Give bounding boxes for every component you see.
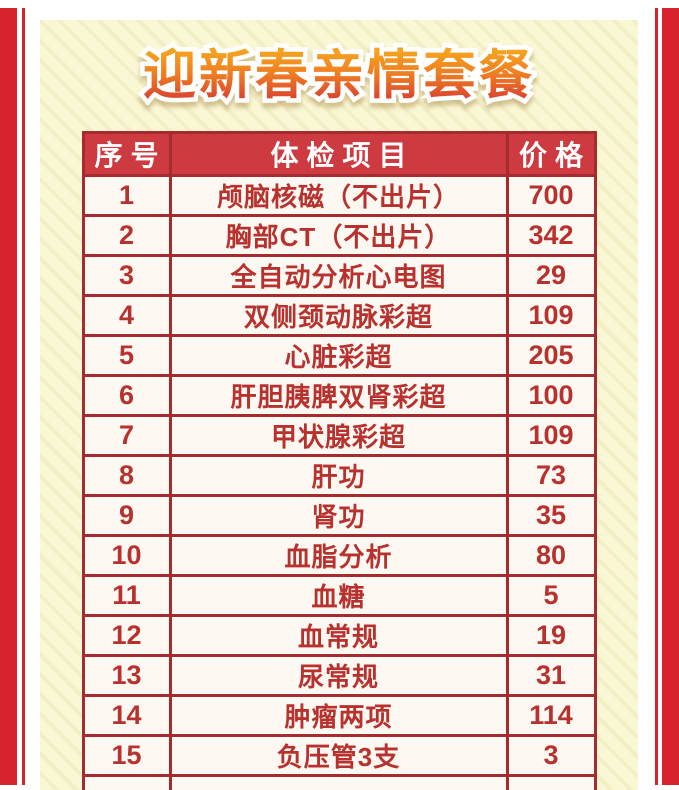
table-row: 12 血常规 19 — [81, 613, 597, 657]
table-header-row: 序号 体检项目 价格 — [81, 130, 597, 177]
row-number: 3 — [81, 253, 172, 297]
row-number: 5 — [81, 333, 172, 377]
row-price — [505, 773, 597, 790]
row-number: 4 — [81, 293, 172, 337]
row-item: 肝胆胰脾双肾彩超 — [168, 373, 509, 417]
row-number: 14 — [81, 693, 172, 737]
row-item: 双侧颈动脉彩超 — [168, 293, 509, 337]
table-row: 8 肝功 73 — [81, 453, 597, 497]
row-price: 205 — [505, 333, 597, 377]
row-number: 11 — [81, 573, 172, 617]
page-title-outline: 迎新春亲情套餐 — [139, 42, 537, 110]
row-number: 7 — [81, 413, 172, 457]
row-item: 全自动分析心电图 — [168, 253, 509, 297]
row-number — [81, 773, 172, 790]
row-number: 12 — [81, 613, 172, 657]
row-item: 血糖 — [168, 573, 509, 617]
row-number: 13 — [81, 653, 172, 697]
row-number: 15 — [81, 733, 172, 777]
striped-panel: 迎新春亲情套餐 迎新春亲情套餐 序号 体检项目 价格 1 颅脑核磁（不出片） — [40, 20, 638, 790]
row-price: 80 — [505, 533, 597, 577]
right-red-line — [655, 8, 658, 785]
column-header-no: 序号 — [81, 130, 172, 177]
right-red-bar — [662, 8, 679, 785]
column-header-item: 体检项目 — [168, 130, 509, 177]
page-title-text: 迎新春亲情套餐 — [143, 46, 535, 105]
row-item: 肿瘤两项 — [168, 693, 509, 737]
row-number: 9 — [81, 493, 172, 537]
row-number: 6 — [81, 373, 172, 417]
row-item: 心脏彩超 — [168, 333, 509, 377]
table-body: 1 颅脑核磁（不出片） 700 2 胸部CT（不出片） 342 3 全自动分析心… — [81, 173, 597, 790]
row-price: 342 — [505, 213, 597, 257]
row-price: 700 — [505, 173, 597, 217]
row-price: 3 — [505, 733, 597, 777]
table-row: 9 肾功 35 — [81, 493, 597, 537]
table-row: 11 血糖 5 — [81, 573, 597, 617]
row-price: 35 — [505, 493, 597, 537]
row-number: 10 — [81, 533, 172, 577]
table-row: 5 心脏彩超 205 — [81, 333, 597, 377]
row-price: 100 — [505, 373, 597, 417]
row-item — [168, 773, 509, 790]
row-item: 肾功 — [168, 493, 509, 537]
row-item: 肝功 — [168, 453, 509, 497]
left-red-bar — [0, 8, 17, 785]
table-row: 10 血脂分析 80 — [81, 533, 597, 577]
row-price: 5 — [505, 573, 597, 617]
table-row-partial — [81, 773, 597, 790]
row-item: 尿常规 — [168, 653, 509, 697]
table-row: 13 尿常规 31 — [81, 653, 597, 697]
row-item: 甲状腺彩超 — [168, 413, 509, 457]
table-row: 4 双侧颈动脉彩超 109 — [81, 293, 597, 337]
left-red-line — [22, 8, 25, 785]
row-number: 1 — [81, 173, 172, 217]
row-price: 31 — [505, 653, 597, 697]
row-item: 负压管3支 — [168, 733, 509, 777]
row-price: 29 — [505, 253, 597, 297]
row-price: 109 — [505, 293, 597, 337]
page-title: 迎新春亲情套餐 迎新春亲情套餐 — [139, 42, 537, 110]
row-number: 2 — [81, 213, 172, 257]
table-row: 14 肿瘤两项 114 — [81, 693, 597, 737]
row-item: 血常规 — [168, 613, 509, 657]
row-price: 19 — [505, 613, 597, 657]
row-item: 颅脑核磁（不出片） — [168, 173, 509, 217]
table-row: 6 肝胆胰脾双肾彩超 100 — [81, 373, 597, 417]
column-header-price: 价格 — [505, 130, 597, 177]
table-row: 7 甲状腺彩超 109 — [81, 413, 597, 457]
table-row: 1 颅脑核磁（不出片） 700 — [81, 173, 597, 217]
row-item: 血脂分析 — [168, 533, 509, 577]
price-table: 序号 体检项目 价格 1 颅脑核磁（不出片） 700 2 胸部CT（不出片） 3… — [81, 130, 597, 790]
table-row: 3 全自动分析心电图 29 — [81, 253, 597, 297]
row-item: 胸部CT（不出片） — [168, 213, 509, 257]
row-price: 114 — [505, 693, 597, 737]
row-price: 73 — [505, 453, 597, 497]
table-row: 2 胸部CT（不出片） 342 — [81, 213, 597, 257]
row-price: 109 — [505, 413, 597, 457]
row-number: 8 — [81, 453, 172, 497]
table-row: 15 负压管3支 3 — [81, 733, 597, 777]
